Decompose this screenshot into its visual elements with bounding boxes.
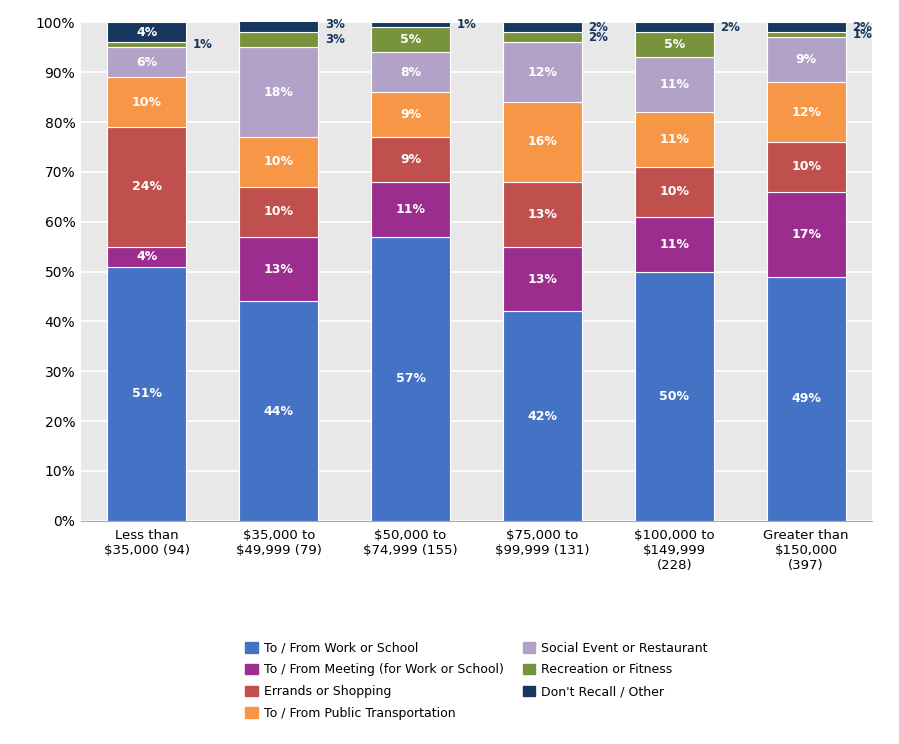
Text: 2%: 2% xyxy=(852,21,872,33)
Text: 11%: 11% xyxy=(659,78,690,91)
Bar xyxy=(239,17,318,32)
Text: 11%: 11% xyxy=(659,237,690,251)
Text: 5%: 5% xyxy=(400,33,421,46)
Bar xyxy=(503,247,582,312)
Text: 10%: 10% xyxy=(263,205,294,218)
Bar xyxy=(635,22,714,32)
Text: 8%: 8% xyxy=(400,65,421,79)
Text: 9%: 9% xyxy=(796,54,816,66)
Bar xyxy=(767,142,846,192)
Text: 13%: 13% xyxy=(263,263,294,275)
Text: 50%: 50% xyxy=(659,390,690,403)
Text: 42%: 42% xyxy=(528,410,557,423)
Bar xyxy=(635,167,714,217)
Text: 1%: 1% xyxy=(193,38,213,51)
Text: 44%: 44% xyxy=(263,405,294,417)
Bar xyxy=(371,52,450,92)
Bar xyxy=(239,187,318,237)
Bar xyxy=(767,277,846,521)
Text: 12%: 12% xyxy=(528,65,557,79)
Bar xyxy=(371,22,450,28)
Bar xyxy=(635,272,714,521)
Text: 10%: 10% xyxy=(791,161,821,173)
Text: 3%: 3% xyxy=(325,19,344,31)
Text: 9%: 9% xyxy=(400,153,421,166)
Bar xyxy=(239,48,318,137)
Bar xyxy=(107,22,186,42)
Text: 11%: 11% xyxy=(396,203,425,216)
Bar xyxy=(107,266,186,521)
Text: 17%: 17% xyxy=(791,228,821,240)
Text: 18%: 18% xyxy=(263,86,294,99)
Bar xyxy=(107,48,186,77)
Bar xyxy=(503,312,582,521)
Text: 16%: 16% xyxy=(528,135,557,149)
Bar xyxy=(767,82,846,142)
Bar xyxy=(503,182,582,247)
Bar xyxy=(767,32,846,37)
Text: 10%: 10% xyxy=(659,185,690,199)
Bar xyxy=(107,42,186,48)
Text: 9%: 9% xyxy=(400,108,421,121)
Text: 51%: 51% xyxy=(132,387,162,400)
Bar xyxy=(239,301,318,521)
Bar xyxy=(503,102,582,182)
Bar xyxy=(371,28,450,52)
Text: 4%: 4% xyxy=(137,26,157,39)
Bar xyxy=(371,182,450,237)
Text: 12%: 12% xyxy=(791,106,821,118)
Bar xyxy=(107,247,186,266)
Bar xyxy=(107,77,186,127)
Text: 1%: 1% xyxy=(852,28,872,41)
Bar xyxy=(767,192,846,277)
Bar xyxy=(371,137,450,182)
Legend: To / From Work or School, To / From Meeting (for Work or School), Errands or Sho: To / From Work or School, To / From Meet… xyxy=(240,637,713,725)
Bar xyxy=(635,217,714,272)
Bar xyxy=(503,32,582,42)
Text: 1%: 1% xyxy=(457,19,476,31)
Text: 2%: 2% xyxy=(720,21,740,33)
Bar xyxy=(635,112,714,167)
Text: 3%: 3% xyxy=(325,33,344,46)
Text: 13%: 13% xyxy=(528,208,557,221)
Text: 2%: 2% xyxy=(589,31,609,44)
Bar xyxy=(503,22,582,32)
Text: 10%: 10% xyxy=(132,95,162,109)
Bar xyxy=(503,42,582,102)
Text: 49%: 49% xyxy=(791,392,821,405)
Text: 6%: 6% xyxy=(137,56,157,68)
Text: 11%: 11% xyxy=(659,133,690,146)
Bar xyxy=(767,22,846,32)
Bar xyxy=(239,237,318,301)
Text: 57%: 57% xyxy=(396,372,425,385)
Bar xyxy=(371,92,450,137)
Bar xyxy=(635,57,714,112)
Bar xyxy=(239,32,318,48)
Text: 24%: 24% xyxy=(132,180,162,193)
Text: 13%: 13% xyxy=(528,272,557,286)
Bar xyxy=(239,137,318,187)
Text: 10%: 10% xyxy=(263,155,294,168)
Bar xyxy=(371,237,450,521)
Bar xyxy=(767,37,846,82)
Bar xyxy=(107,127,186,247)
Text: 5%: 5% xyxy=(663,38,685,51)
Text: 4%: 4% xyxy=(137,250,157,263)
Bar xyxy=(635,32,714,57)
Text: 2%: 2% xyxy=(589,21,609,33)
